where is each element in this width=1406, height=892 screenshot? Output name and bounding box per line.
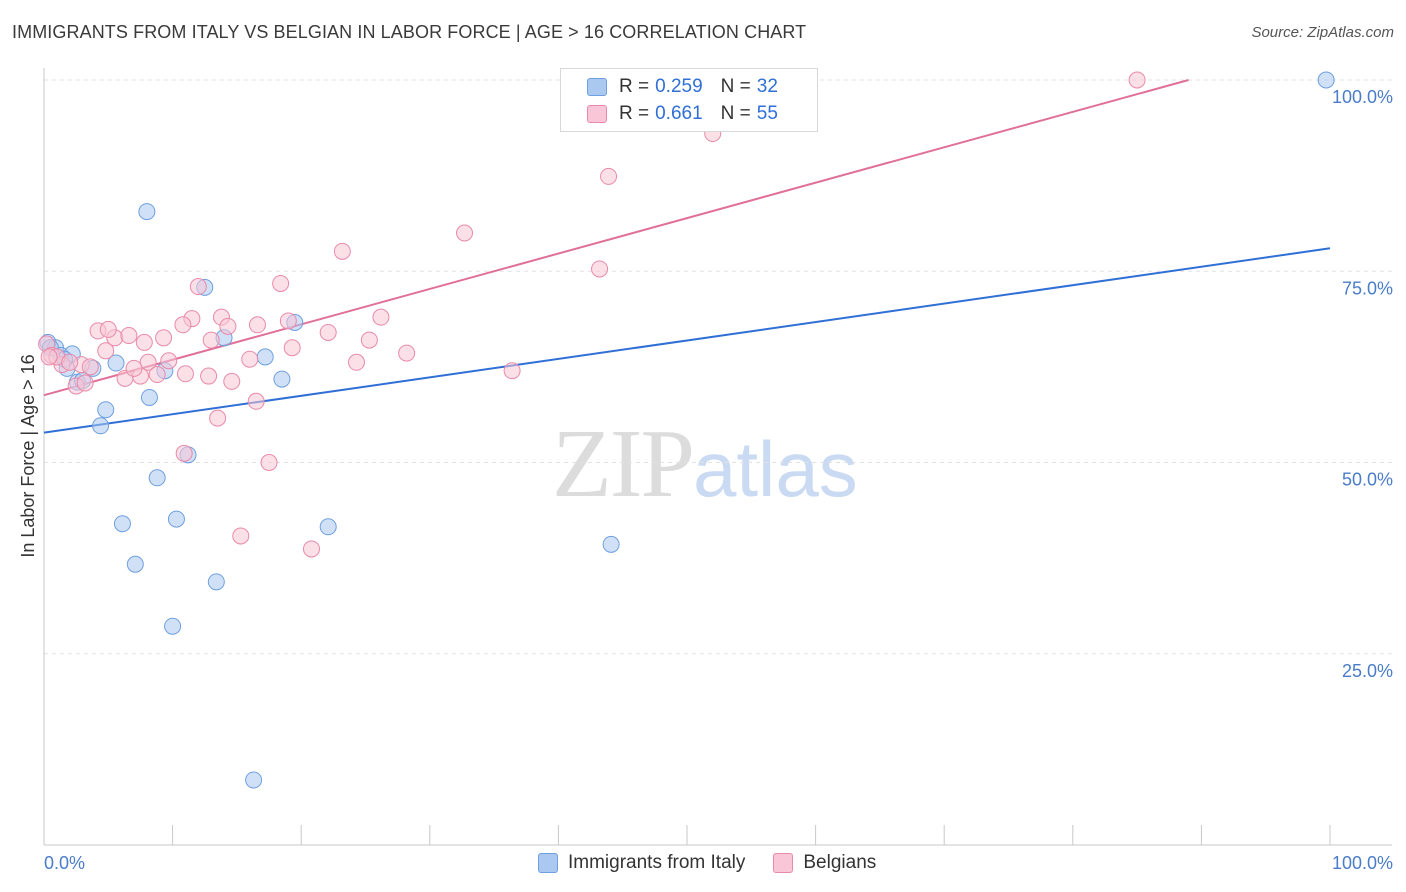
point-belgians bbox=[319, 323, 337, 341]
point-italy bbox=[148, 469, 166, 487]
point-italy bbox=[97, 401, 115, 419]
n-value: 32 bbox=[756, 76, 778, 97]
x-tick-label: 100.0% bbox=[1332, 853, 1393, 873]
y-tick-label: 25.0% bbox=[1342, 661, 1393, 681]
point-belgians bbox=[189, 278, 207, 296]
r-value: 0.259 bbox=[655, 76, 703, 97]
point-italy bbox=[273, 370, 291, 388]
point-belgians bbox=[241, 350, 259, 368]
n-value: 55 bbox=[756, 103, 778, 124]
point-italy bbox=[207, 573, 225, 591]
y-tick-label: 75.0% bbox=[1342, 278, 1393, 298]
point-belgians bbox=[175, 444, 193, 462]
point-belgians bbox=[503, 362, 521, 380]
axes bbox=[43, 68, 1392, 846]
watermark: ZIPatlas bbox=[552, 408, 858, 520]
point-belgians bbox=[360, 331, 378, 349]
n-label: N = bbox=[720, 103, 751, 124]
point-belgians bbox=[174, 316, 192, 334]
y-tick-label: 50.0% bbox=[1342, 470, 1393, 490]
legend-item-italy: Immigrants from Italy bbox=[538, 852, 745, 874]
point-italy bbox=[602, 535, 620, 553]
series-legend: Immigrants from Italy Belgians bbox=[538, 852, 904, 874]
chart-title: IMMIGRANTS FROM ITALY VS BELGIAN IN LABO… bbox=[12, 22, 807, 42]
point-belgians bbox=[248, 316, 266, 334]
point-belgians bbox=[219, 317, 237, 335]
legend-swatch-italy bbox=[538, 853, 558, 873]
legend-row-italy: R = 0.259 N = 32 bbox=[587, 76, 778, 98]
point-belgians bbox=[139, 353, 157, 371]
legend-swatch-belgians bbox=[773, 853, 794, 873]
trend-line bbox=[43, 79, 1189, 397]
point-belgians bbox=[1128, 71, 1146, 89]
legend-swatch-italy bbox=[587, 78, 607, 96]
point-italy bbox=[113, 515, 131, 533]
legend-label-belgians: Belgians bbox=[803, 852, 877, 873]
point-italy bbox=[319, 518, 337, 536]
point-belgians bbox=[347, 353, 365, 371]
point-italy bbox=[1317, 71, 1335, 89]
point-belgians bbox=[40, 348, 58, 366]
watermark-atlas: atlas bbox=[693, 425, 858, 513]
point-belgians bbox=[99, 320, 117, 338]
point-belgians bbox=[76, 374, 94, 392]
legend-item-belgians: Belgians bbox=[773, 852, 876, 874]
point-italy bbox=[107, 354, 125, 372]
r-label: R = bbox=[619, 76, 650, 97]
x-tick-label: 0.0% bbox=[44, 853, 85, 873]
point-belgians bbox=[61, 353, 79, 371]
point-belgians bbox=[232, 527, 250, 545]
legend-row-belgians: R = 0.661 N = 55 bbox=[587, 103, 778, 125]
point-belgians bbox=[223, 372, 241, 390]
point-belgians bbox=[160, 352, 178, 370]
data-points bbox=[38, 71, 1335, 789]
tick-labels: 25.0% 50.0% 75.0% 100.0% 0.0% 100.0% bbox=[44, 87, 1393, 873]
point-belgians bbox=[279, 312, 297, 330]
point-belgians bbox=[600, 167, 618, 185]
point-italy bbox=[245, 771, 263, 789]
point-belgians bbox=[591, 260, 609, 278]
legend-label-italy: Immigrants from Italy bbox=[568, 852, 746, 873]
point-belgians bbox=[176, 365, 194, 383]
point-italy bbox=[164, 617, 182, 635]
r-label: R = bbox=[619, 103, 650, 124]
point-belgians bbox=[302, 540, 320, 558]
n-label: N = bbox=[720, 76, 751, 97]
point-belgians bbox=[456, 224, 474, 242]
point-italy bbox=[92, 417, 110, 435]
point-belgians bbox=[283, 339, 301, 357]
correlation-legend: R = 0.259 N = 32 R = 0.661 N = 55 bbox=[560, 68, 818, 132]
legend-swatch-belgians bbox=[587, 105, 607, 123]
point-belgians bbox=[155, 329, 173, 347]
point-italy bbox=[140, 388, 158, 406]
watermark-zip: ZIP bbox=[552, 410, 695, 518]
point-italy bbox=[256, 348, 274, 366]
point-belgians bbox=[200, 367, 218, 385]
point-belgians bbox=[120, 327, 138, 345]
trend-line bbox=[43, 247, 1331, 434]
point-belgians bbox=[372, 308, 390, 326]
point-belgians bbox=[333, 242, 351, 260]
r-value: 0.661 bbox=[655, 103, 703, 124]
point-belgians bbox=[148, 366, 166, 384]
point-belgians bbox=[202, 331, 220, 349]
point-italy bbox=[126, 555, 144, 573]
point-belgians bbox=[272, 274, 290, 292]
source-label: Source: ZipAtlas.com bbox=[1251, 24, 1394, 41]
y-tick-label: 100.0% bbox=[1332, 87, 1393, 107]
point-belgians bbox=[247, 392, 265, 410]
point-belgians bbox=[125, 359, 143, 377]
point-belgians bbox=[135, 333, 153, 351]
point-belgians bbox=[81, 358, 99, 376]
point-belgians bbox=[97, 342, 115, 360]
point-italy bbox=[138, 203, 156, 221]
point-italy bbox=[167, 510, 185, 528]
y-axis-title: In Labor Force | Age > 16 bbox=[18, 354, 38, 557]
point-belgians bbox=[209, 409, 227, 427]
point-belgians bbox=[260, 454, 278, 471]
point-belgians bbox=[398, 344, 416, 362]
